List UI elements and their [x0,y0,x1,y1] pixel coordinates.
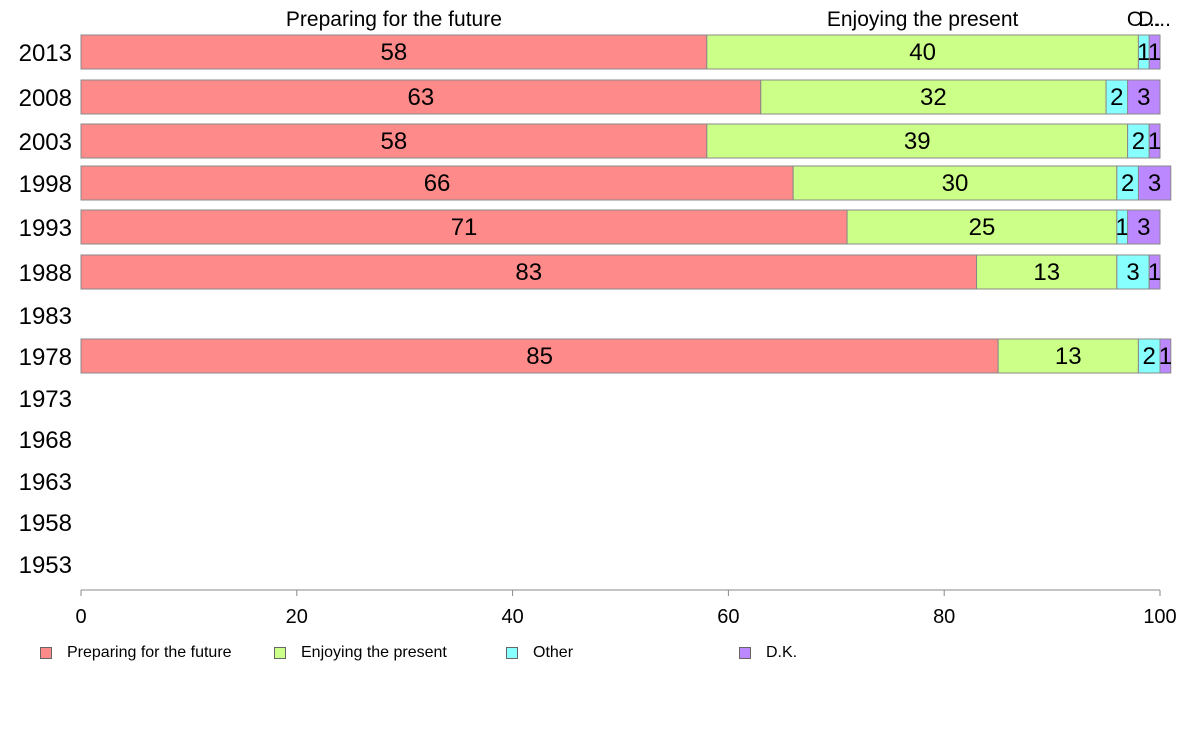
x-tick-label: 20 [286,606,308,628]
bar-value-label: 40 [909,39,936,66]
bar-segment [997,338,1139,374]
bar-segment [80,34,708,70]
bar-value-label: 71 [451,214,478,241]
bar-segment [706,123,1129,159]
bar-value-label: 3 [1137,214,1150,241]
legend-item-dk: D.K. [739,642,797,664]
x-tick-label: 40 [501,606,523,628]
legend-swatch-dk [739,647,751,659]
y-tick-label: 1963 [19,469,72,496]
bar-segment [1116,254,1150,290]
x-tick-label: 0 [75,606,86,628]
bar-segment [1148,254,1161,290]
bar-value-label: 1 [1116,214,1129,241]
legend-swatch-preparing [40,647,52,659]
top-series-label: Preparing for the future [286,8,502,31]
bar-value-label: 85 [526,343,553,370]
bar-segment [80,165,794,201]
legend-label-enjoying: Enjoying the present [301,644,447,661]
legend-swatch-enjoying [274,647,286,659]
bar-value-label: 1 [1148,39,1161,66]
bar-segment [792,165,1118,201]
bar-segment [1148,123,1161,159]
y-tick-label: 1973 [19,386,72,413]
bar-value-label: 83 [515,259,542,286]
bar-value-label: 58 [381,128,408,155]
bar-segment [80,123,708,159]
top-series-label: Enjoying the present [827,8,1019,31]
legend-item-enjoying: Enjoying the present [274,642,447,664]
y-tick-label: 1988 [19,260,72,287]
bar-segment [760,79,1107,115]
bar-segment [976,254,1118,290]
bar-value-label: 3 [1148,170,1161,197]
bar-value-label: 3 [1137,84,1150,111]
bar-segment [1148,34,1161,70]
bar-value-label: 1 [1137,39,1150,66]
legend-item-other: Other [506,642,573,664]
bar-value-label: 30 [942,170,969,197]
bar-value-label: 25 [969,214,996,241]
bar-value-label: 13 [1033,259,1060,286]
bar-segment [1127,209,1161,245]
legend-item-preparing: Preparing for the future [40,642,232,664]
bar-value-label: 66 [424,170,451,197]
x-tick-label: 100 [1143,606,1176,628]
bar-value-label: 63 [408,84,435,111]
bar-value-label: 2 [1121,170,1134,197]
bar-value-label: 2 [1143,343,1156,370]
legend-label-dk: D.K. [766,644,798,661]
y-tick-label: 1968 [19,427,72,454]
bar-segment [1159,338,1172,374]
bar-segment [80,209,848,245]
bar-segment [80,254,978,290]
bar-value-label: 3 [1126,259,1139,286]
bar-value-label: 1 [1159,343,1172,370]
y-tick-label: 1998 [19,171,72,198]
x-tick-label: 80 [933,606,955,628]
bar-value-label: 39 [904,128,931,155]
bar-segment [80,79,762,115]
top-series-label: D... [1138,8,1171,31]
legend-label-other: Other [533,644,574,661]
bar-value-label: 32 [920,84,947,111]
bar-segment [846,209,1118,245]
bar-segment [1137,165,1172,201]
legend-swatch-other [506,647,518,659]
legend: Preparing for the future Enjoying the pr… [40,642,1140,664]
top-series-label: O... [1127,8,1161,31]
bar-value-label: 1 [1148,128,1161,155]
bar-value-label: 1 [1148,259,1161,286]
legend-label-preparing: Preparing for the future [67,644,232,661]
y-tick-label: 1983 [19,303,72,330]
bar-value-label: 13 [1055,343,1082,370]
y-tick-label: 1953 [19,552,72,579]
y-tick-label: 2008 [19,85,72,112]
x-tick-label: 60 [717,606,739,628]
bar-value-label: 58 [381,39,408,66]
bar-segment [1127,79,1161,115]
bar-value-label: 2 [1110,84,1123,111]
bar-segment [706,34,1139,70]
y-tick-label: 1978 [19,344,72,371]
y-tick-label: 2013 [19,40,72,67]
y-tick-label: 2003 [19,129,72,156]
y-tick-label: 1993 [19,215,72,242]
bar-value-label: 2 [1132,128,1145,155]
y-tick-label: 1958 [19,510,72,537]
